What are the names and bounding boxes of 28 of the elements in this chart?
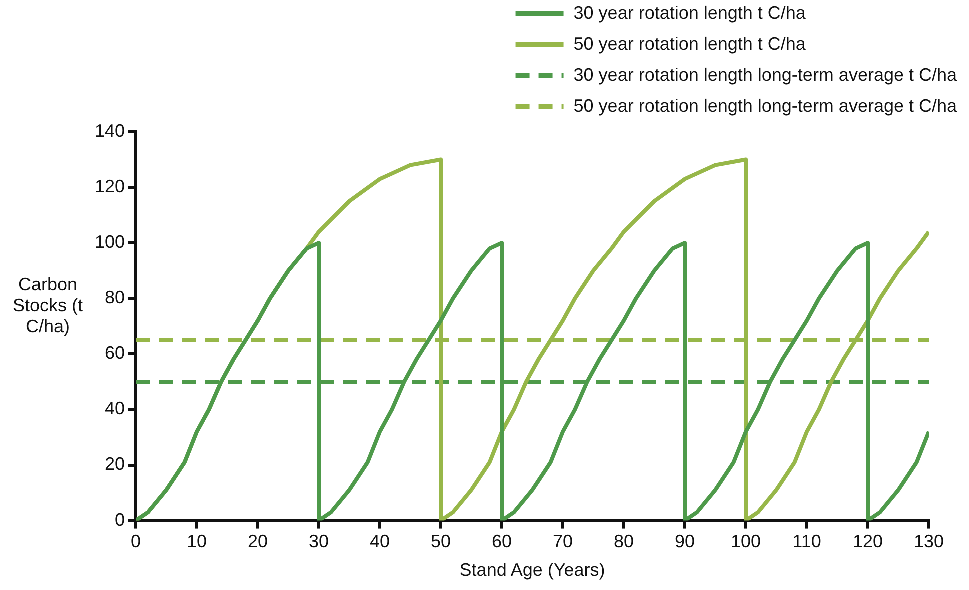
legend-label: 50 year rotation length t C/ha bbox=[574, 34, 807, 54]
y-tick-label: 20 bbox=[105, 454, 126, 474]
legend-label: 30 year rotation length t C/ha bbox=[574, 2, 807, 23]
x-tick-label: 90 bbox=[674, 532, 696, 552]
x-tick-label: 120 bbox=[852, 532, 884, 552]
y-axis-title: Carbon Stocks (t C/ha) bbox=[12, 274, 84, 336]
y-tick-label: 140 bbox=[94, 120, 126, 141]
y-tick-label: 60 bbox=[105, 343, 126, 364]
x-tick-label: 50 bbox=[431, 532, 452, 552]
x-tick-label: 130 bbox=[914, 532, 944, 552]
x-tick-label: 100 bbox=[730, 532, 762, 552]
x-tick-label: 30 bbox=[309, 532, 330, 552]
x-tick-label: 80 bbox=[614, 532, 634, 552]
x-tick-label: 40 bbox=[370, 532, 390, 552]
x-tick-label: 60 bbox=[492, 532, 512, 552]
x-tick-label: 0 bbox=[131, 532, 142, 552]
y-tick-label: 0 bbox=[115, 510, 126, 530]
x-tick-label: 70 bbox=[553, 532, 574, 552]
x-axis-title: Stand Age (Years) bbox=[460, 560, 606, 580]
x-tick-label: 20 bbox=[248, 532, 268, 552]
y-tick-label: 80 bbox=[105, 288, 126, 308]
legend-label: 50 year rotation length long-term average t C/ha bbox=[574, 96, 958, 116]
y-tick-label: 100 bbox=[94, 232, 126, 252]
y-tick-label: 120 bbox=[94, 176, 126, 197]
y-tick-label: 40 bbox=[105, 398, 126, 419]
x-tick-label: 110 bbox=[792, 532, 822, 552]
legend-label: 30 year rotation length long-term average t C/ha bbox=[574, 64, 958, 85]
x-tick-label: 10 bbox=[187, 532, 208, 552]
